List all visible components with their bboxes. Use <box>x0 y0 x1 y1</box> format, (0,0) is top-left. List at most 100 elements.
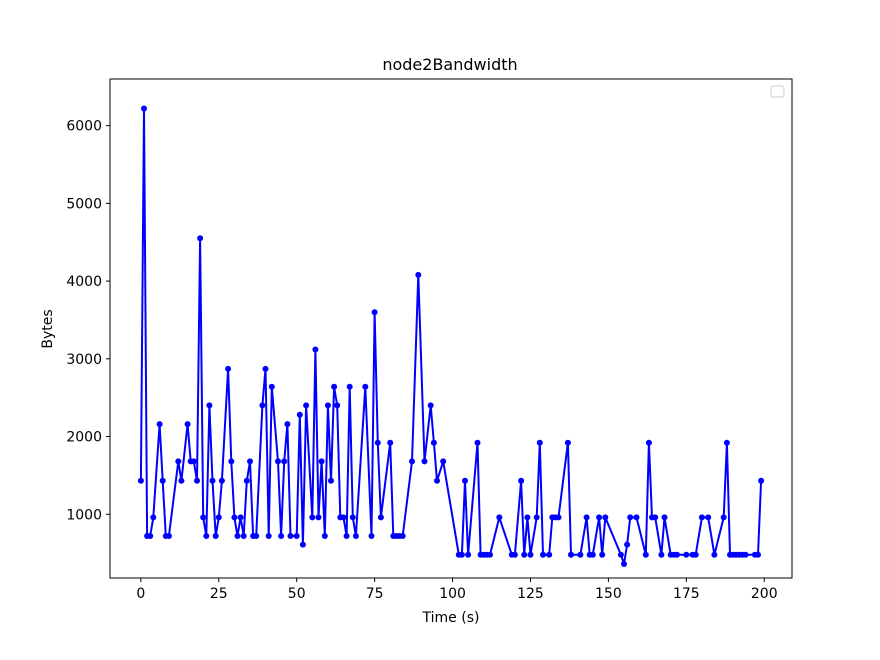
data-point <box>234 533 241 539</box>
data-point <box>312 346 319 353</box>
data-point <box>521 551 528 558</box>
data-point <box>334 402 341 409</box>
data-point <box>440 458 447 465</box>
data-point <box>225 365 232 372</box>
data-point <box>328 477 334 484</box>
data-point <box>309 514 316 521</box>
chart-title: node2Bandwidth <box>382 55 517 74</box>
data-point <box>652 514 659 521</box>
y-tick-label: 3000 <box>66 352 102 368</box>
data-point <box>343 533 350 539</box>
data-point <box>540 551 546 558</box>
x-axis-title: Time (s) <box>422 610 480 626</box>
data-point <box>583 514 590 521</box>
data-point <box>296 411 303 418</box>
data-point <box>577 551 584 558</box>
data-point <box>399 533 406 539</box>
data-point <box>511 551 518 558</box>
data-point <box>465 551 472 558</box>
data-point <box>287 533 294 539</box>
data-point <box>742 551 749 558</box>
data-point <box>281 458 288 465</box>
data-point <box>599 551 606 558</box>
data-point <box>262 365 269 372</box>
x-tick-label: 25 <box>210 586 228 602</box>
y-tick-label: 4000 <box>66 274 102 290</box>
x-tick-label: 75 <box>366 586 384 602</box>
data-point <box>253 533 260 539</box>
data-point <box>564 439 571 446</box>
legend-box <box>770 85 785 98</box>
data-point <box>303 402 310 409</box>
data-point <box>340 514 347 521</box>
x-tick-label: 100 <box>439 586 466 602</box>
data-point <box>487 551 493 558</box>
data-point <box>324 402 331 409</box>
data-point <box>624 541 631 548</box>
series-layer <box>137 105 765 567</box>
data-point <box>698 514 705 521</box>
data-point <box>321 533 328 539</box>
data-point <box>237 514 244 521</box>
data-point <box>247 458 253 465</box>
data-point <box>589 551 596 558</box>
data-point <box>349 514 356 521</box>
y-tick-label: 1000 <box>66 507 102 523</box>
y-axis-title: Bytes <box>40 309 56 348</box>
data-point <box>661 514 668 521</box>
x-tick-label: 125 <box>517 586 544 602</box>
data-point <box>368 533 375 539</box>
data-point <box>536 439 543 446</box>
x-tick-label: 200 <box>751 586 778 602</box>
data-point <box>206 402 213 409</box>
data-point <box>658 551 665 558</box>
data-point <box>683 551 690 558</box>
data-point <box>496 514 503 521</box>
y-tick-label: 5000 <box>66 196 102 212</box>
data-point <box>627 514 634 521</box>
data-point <box>243 477 250 484</box>
x-tick-label: 175 <box>673 586 700 602</box>
data-point <box>755 551 761 558</box>
data-point <box>156 421 163 428</box>
data-point <box>645 439 652 446</box>
data-point <box>555 514 562 521</box>
data-point <box>352 533 359 539</box>
data-point <box>194 477 200 484</box>
data-point <box>409 458 415 465</box>
data-point <box>175 458 182 465</box>
data-point <box>518 477 525 484</box>
data-point <box>617 551 624 558</box>
data-point <box>331 383 338 390</box>
data-point <box>165 533 172 539</box>
data-point <box>228 458 235 465</box>
data-point <box>141 105 147 112</box>
data-point <box>462 477 468 484</box>
data-point <box>178 477 185 484</box>
data-point <box>674 551 680 558</box>
data-point <box>723 439 730 446</box>
data-point <box>546 551 553 558</box>
data-point <box>190 458 197 465</box>
data-point <box>318 458 325 465</box>
data-point <box>427 402 434 409</box>
data-point <box>374 439 381 446</box>
data-point <box>633 514 640 521</box>
y-tick-label: 2000 <box>66 430 102 446</box>
data-point <box>259 402 266 409</box>
data-point <box>720 514 727 521</box>
x-tick-label: 50 <box>288 586 306 602</box>
y-tick-label: 6000 <box>66 119 102 135</box>
data-point <box>240 533 247 539</box>
data-point <box>315 514 322 521</box>
data-point <box>377 514 384 521</box>
data-point <box>147 533 154 539</box>
axes-layer: 0 25 50 75 100 125 150 175 200 1000 2000 3000 4000 50… <box>66 119 777 602</box>
data-point <box>212 533 219 539</box>
data-point <box>284 421 291 428</box>
data-point <box>596 514 603 521</box>
data-point <box>705 514 712 521</box>
data-point <box>421 458 428 465</box>
data-point <box>184 421 191 428</box>
